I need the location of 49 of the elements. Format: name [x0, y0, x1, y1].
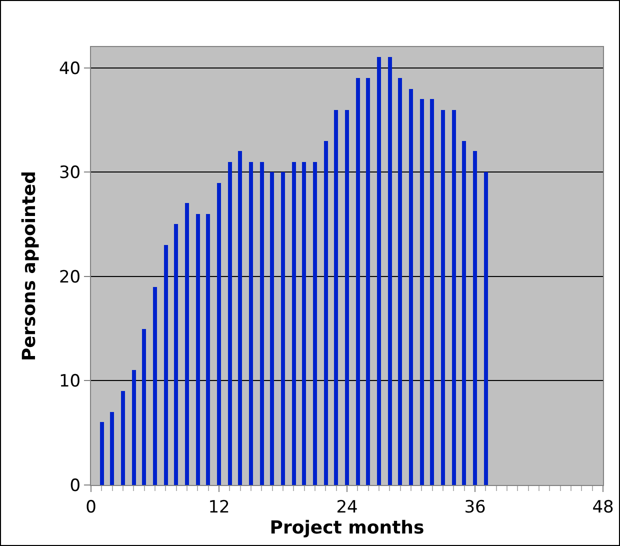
bar — [377, 57, 381, 485]
bar — [302, 162, 306, 485]
bar — [121, 391, 125, 485]
bar — [462, 141, 466, 485]
bar — [132, 370, 136, 485]
x-tick-label: 36 — [464, 497, 486, 518]
bar — [206, 214, 210, 485]
bar — [292, 162, 296, 485]
bar — [270, 172, 274, 485]
bar — [313, 162, 317, 485]
x-tick-label: 24 — [336, 497, 358, 518]
bar — [249, 162, 253, 485]
bar — [217, 183, 221, 485]
y-tick-label: 0 — [70, 476, 81, 496]
bar — [356, 78, 360, 485]
bar — [441, 110, 445, 485]
bar — [164, 245, 168, 485]
bar — [345, 110, 349, 485]
bar — [238, 151, 242, 485]
x-tick-label: 0 — [86, 497, 96, 518]
x-tick-label: 48 — [592, 497, 614, 518]
y-tick-label: 10 — [58, 372, 81, 392]
bar — [196, 214, 200, 485]
bar — [366, 78, 370, 485]
bar — [228, 162, 232, 485]
bar — [174, 224, 178, 485]
bar — [260, 162, 264, 485]
y-tick-label: 40 — [58, 58, 81, 79]
y-axis-title: Persons appointed — [19, 170, 40, 362]
x-tick-label: 12 — [208, 497, 230, 518]
bar — [334, 110, 338, 485]
bar — [110, 412, 114, 485]
bar — [452, 110, 456, 485]
bar — [484, 172, 488, 485]
bar — [420, 99, 424, 485]
bar — [281, 172, 285, 485]
bar — [185, 203, 189, 485]
bar — [388, 57, 392, 485]
bar — [153, 287, 157, 485]
y-tick-label: 30 — [58, 163, 81, 184]
x-axis-title: Project months — [270, 518, 424, 538]
bar — [430, 99, 434, 485]
bar — [142, 329, 146, 485]
bar — [324, 141, 328, 485]
y-tick-label: 20 — [58, 267, 81, 288]
bar — [473, 151, 477, 485]
bar — [409, 89, 413, 485]
bar — [398, 78, 402, 485]
bar — [100, 422, 104, 485]
